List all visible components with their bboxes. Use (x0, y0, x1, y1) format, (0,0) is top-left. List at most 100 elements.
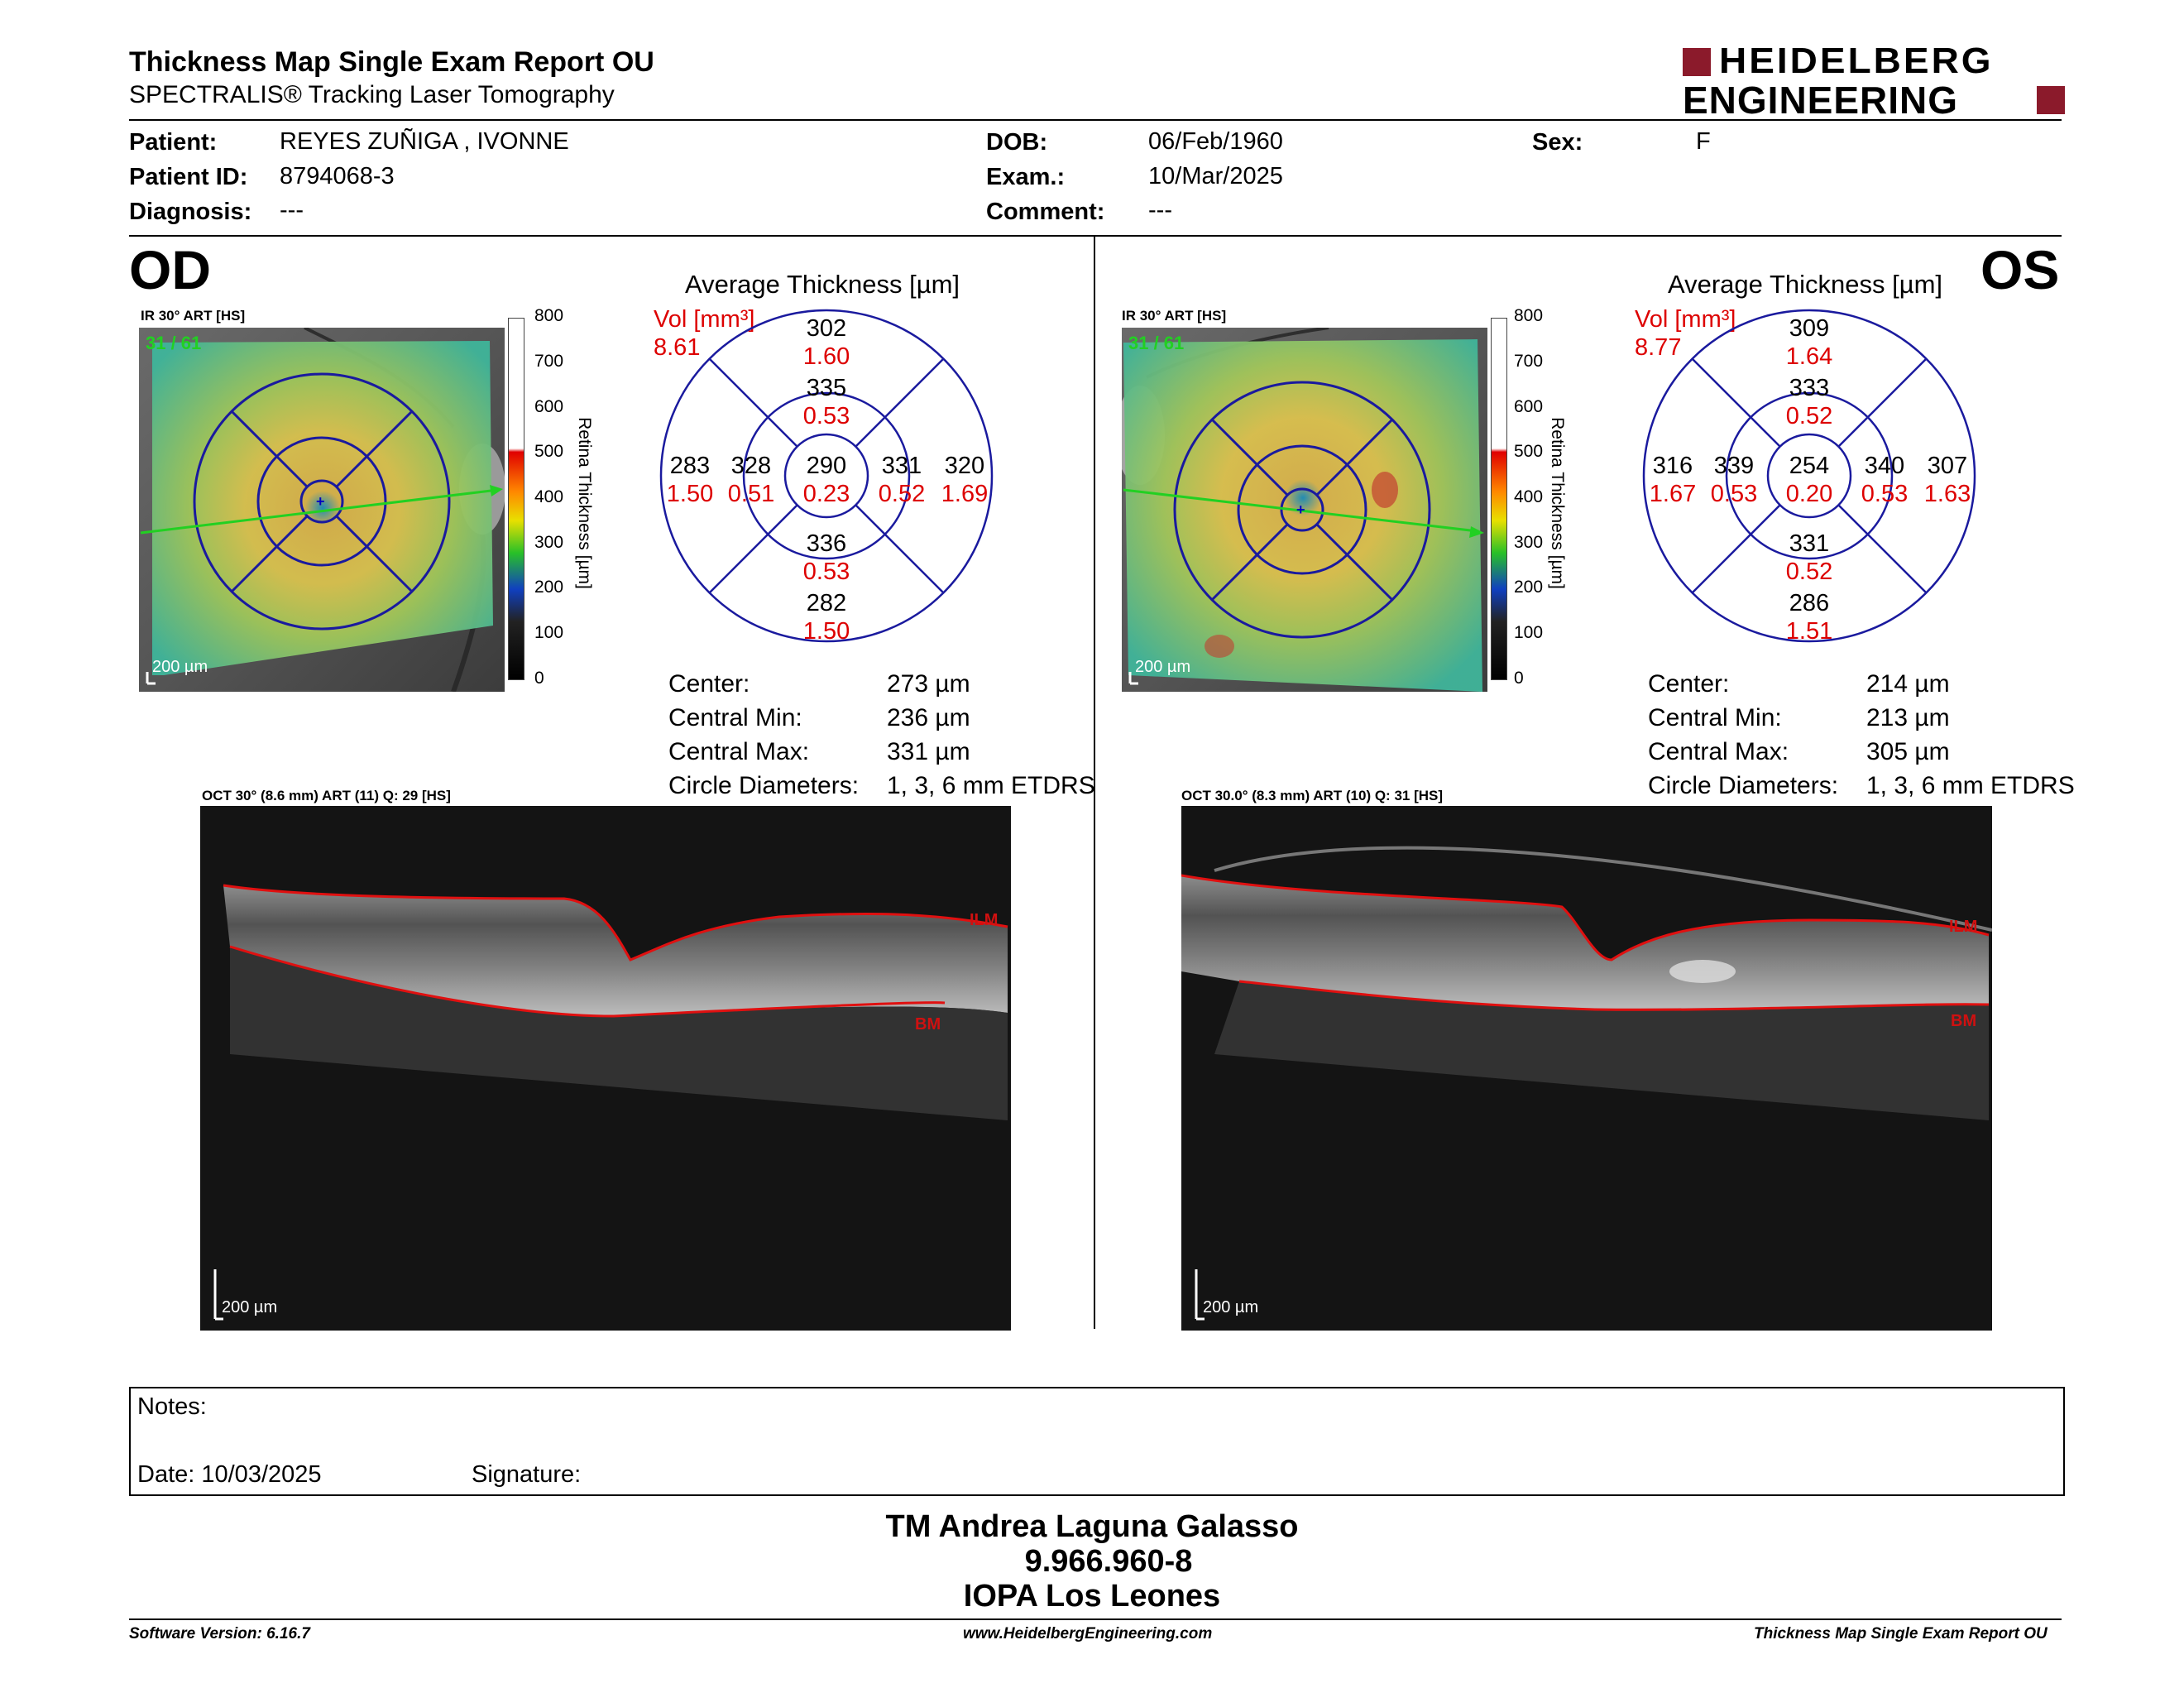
svg-text:0.23: 0.23 (803, 481, 850, 507)
svg-text:320: 320 (945, 453, 984, 479)
svg-text:282: 282 (807, 590, 846, 616)
report-title: Thickness Map Single Exam Report OU (129, 46, 654, 78)
logo-line2: ENGINEERING (1683, 79, 1959, 122)
footer-website[interactable]: www.HeidelbergEngineering.com (963, 1625, 1213, 1642)
footer-report: Thickness Map Single Exam Report OU (1754, 1625, 2048, 1642)
os-max-value: 305 µm (1866, 738, 1950, 765)
patient-id-label: Patient ID: (129, 164, 248, 190)
svg-text:328: 328 (731, 453, 771, 479)
svg-text:331: 331 (882, 453, 922, 479)
exam-label: Exam.: (986, 164, 1066, 190)
comment-value: --- (1148, 197, 1172, 223)
svg-text:286: 286 (1789, 590, 1829, 616)
svg-text:254: 254 (1789, 453, 1829, 479)
svg-text:335: 335 (807, 375, 846, 401)
od-thickness-map: + 31 / 61 200 µm (139, 328, 505, 692)
svg-text:283: 283 (670, 453, 710, 479)
svg-text:307: 307 (1928, 453, 1967, 479)
svg-text:+: + (1296, 501, 1305, 518)
od-min-value: 236 µm (887, 704, 970, 731)
svg-text:0.53: 0.53 (803, 559, 850, 585)
os-map-scale: 200 µm (1135, 658, 1190, 676)
os-colorbar-ticks: 800 700 600 500 400 300 200 100 0 (1514, 306, 1544, 688)
od-frame-count: 31 / 61 (146, 333, 201, 353)
svg-text:0.52: 0.52 (1786, 403, 1832, 429)
comment-label: Comment: (986, 199, 1105, 225)
footer-software: Software Version: 6.16.7 (129, 1625, 310, 1642)
report-subtitle: SPECTRALIS® Tracking Laser Tomography (129, 81, 615, 108)
eye-label-os: OS (1980, 239, 2060, 300)
os-center-value: 214 µm (1866, 670, 1950, 698)
svg-text:333: 333 (1789, 375, 1829, 401)
svg-text:0.20: 0.20 (1786, 481, 1832, 507)
diagnosis-label: Diagnosis: (129, 199, 252, 225)
svg-text:1.63: 1.63 (1924, 481, 1971, 507)
logo-line1: HEIDELBERG (1719, 40, 1994, 81)
od-oct-label: OCT 30° (8.6 mm) ART (11) Q: 29 [HS] (202, 788, 451, 803)
od-vol-label: Vol [mm³] (654, 306, 755, 333)
eye-label-od: OD (129, 239, 211, 300)
os-min-label: Central Min: (1648, 704, 1782, 731)
exam-value: 10/Mar/2025 (1148, 163, 1283, 189)
notes-box: Notes: Date: 10/03/2025 Signature: (129, 1387, 2065, 1496)
svg-text:339: 339 (1714, 453, 1754, 479)
od-bm-label: BM (915, 1015, 941, 1033)
svg-text:1.64: 1.64 (1786, 343, 1832, 370)
signature-label: Signature: (472, 1461, 582, 1488)
svg-text:1.50: 1.50 (667, 481, 713, 507)
os-colorbar (1491, 318, 1507, 680)
od-min-label: Central Min: (668, 704, 802, 731)
svg-text:0.53: 0.53 (803, 403, 850, 429)
os-ilm-label: ILM (1949, 918, 1977, 936)
svg-text:309: 309 (1789, 315, 1829, 342)
patient-label: Patient: (129, 129, 218, 156)
os-bm-label: BM (1951, 1012, 1976, 1030)
od-max-label: Central Max: (668, 738, 810, 765)
svg-text:340: 340 (1865, 453, 1904, 479)
os-ir-label: IR 30° ART [HS] (1122, 308, 1227, 324)
os-vol-label: Vol [mm³] (1635, 306, 1736, 333)
svg-text:1.67: 1.67 (1650, 481, 1696, 507)
diagnosis-value: --- (280, 197, 304, 223)
od-colorbar-label: Retina Thickness [µm] (575, 417, 594, 589)
svg-text:0.53: 0.53 (1861, 481, 1908, 507)
svg-text:1.69: 1.69 (941, 481, 988, 507)
svg-text:0.53: 0.53 (1711, 481, 1757, 507)
os-thickness-map: + 31 / 61 200 µm (1122, 328, 1487, 692)
os-center-label: Center: (1648, 670, 1730, 698)
signatory-institution: IOPA Los Leones (963, 1579, 1221, 1614)
svg-text:1.60: 1.60 (803, 343, 850, 370)
od-vol-value: 8.61 (654, 334, 701, 361)
os-etdrs-grid: 309 1.64 333 0.52 316 1.67 339 0.53 254 … (1642, 309, 1976, 645)
os-min-value: 213 µm (1866, 704, 1950, 731)
od-circ-value: 1, 3, 6 mm ETDRS (887, 772, 1095, 799)
svg-text:0.52: 0.52 (879, 481, 925, 507)
signatory-rut: 9.966.960-8 (1024, 1544, 1193, 1579)
dob-value: 06/Feb/1960 (1148, 128, 1283, 155)
svg-text:1.50: 1.50 (803, 618, 850, 645)
svg-text:0.52: 0.52 (1786, 559, 1832, 585)
os-avg-title: Average Thickness [µm] (1668, 270, 1943, 299)
od-ilm-label: ILM (970, 911, 998, 929)
od-center-label: Center: (668, 670, 750, 698)
svg-text:290: 290 (807, 453, 846, 479)
od-etdrs-grid: 302 1.60 335 0.53 283 1.50 328 0.51 290 … (659, 309, 994, 645)
os-oct-bscan: ILM BM 200 µm (1181, 806, 1992, 1331)
svg-text:336: 336 (807, 530, 846, 557)
od-oct-scale: 200 µm (222, 1298, 277, 1316)
svg-text:0.51: 0.51 (728, 481, 774, 507)
od-avg-title: Average Thickness [µm] (685, 270, 960, 299)
heidelberg-logo: HEIDELBERG ENGINEERING (1683, 40, 2065, 121)
sex-label: Sex: (1532, 129, 1583, 156)
od-colorbar-ticks: 800 700 600 500 400 300 200 100 0 (534, 306, 564, 688)
os-max-label: Central Max: (1648, 738, 1789, 765)
od-center-value: 273 µm (887, 670, 970, 698)
os-circ-value: 1, 3, 6 mm ETDRS (1866, 772, 2075, 799)
os-colorbar-label: Retina Thickness [µm] (1548, 417, 1567, 589)
date-label: Date: 10/03/2025 (137, 1461, 322, 1488)
notes-label: Notes: (137, 1393, 207, 1420)
svg-text:331: 331 (1789, 530, 1829, 557)
svg-text:1.51: 1.51 (1786, 618, 1832, 645)
svg-text:+: + (316, 493, 325, 510)
od-colorbar (508, 318, 524, 680)
